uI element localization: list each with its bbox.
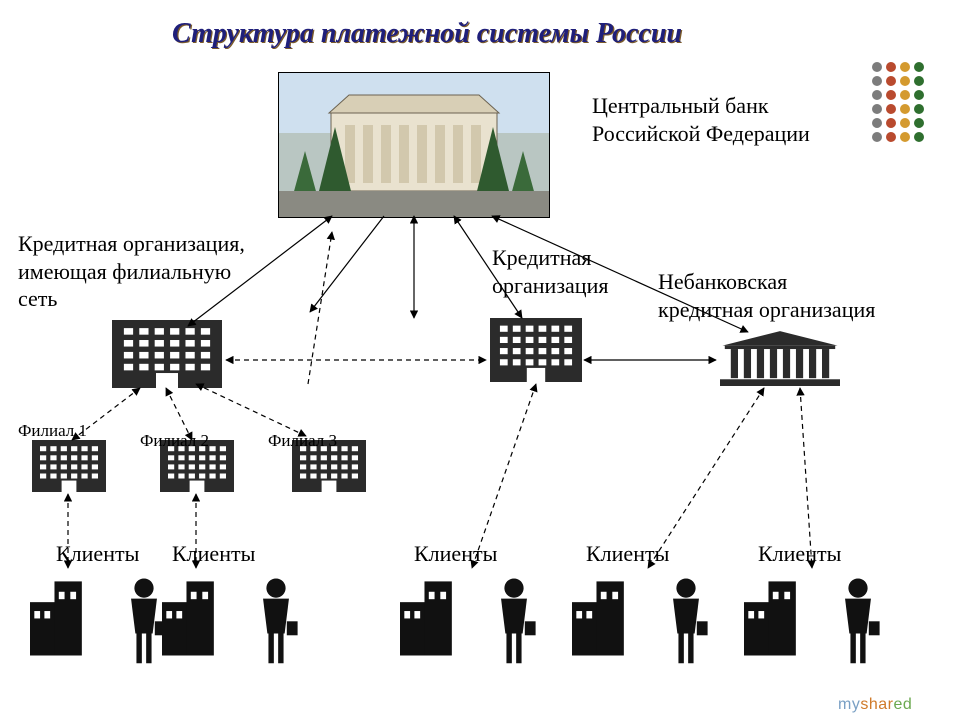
central-bank-photo: [278, 72, 550, 218]
building-icon: [32, 440, 106, 492]
clients-label: Клиенты: [414, 540, 497, 568]
client-group-icon: [572, 570, 722, 665]
slide-title: Структура платежной системы России: [172, 18, 682, 50]
clients-label: Клиенты: [586, 540, 669, 568]
clients-label: Клиенты: [758, 540, 841, 568]
client-group-icon: [744, 570, 894, 665]
client-group-icon: [400, 570, 550, 665]
clients-label: Клиенты: [56, 540, 139, 568]
nonbank-credit-org-label: Небанковскаякредитная организация: [658, 268, 875, 323]
branch-label: Филиал 3: [268, 430, 337, 451]
building-icon: [720, 330, 840, 386]
credit-org-with-branches-label: Кредитная организация,имеющая филиальную…: [18, 230, 245, 313]
client-group-icon: [162, 570, 312, 665]
corner-dot-decor: [870, 60, 926, 144]
branch-label: Филиал 2: [140, 430, 209, 451]
central-bank-label: Центральный банкРоссийской Федерации: [592, 92, 810, 147]
watermark-text: myshared: [838, 696, 912, 714]
building-icon: [112, 320, 222, 388]
branch-label: Филиал 1: [18, 420, 87, 441]
diagram-root: { "canvas":{"w":960,"h":720,"bg":"#fffff…: [0, 0, 960, 720]
building-icon: [490, 318, 582, 382]
clients-label: Клиенты: [172, 540, 255, 568]
client-group-icon: [30, 570, 180, 665]
credit-org-label: Кредитнаяорганизация: [492, 244, 608, 299]
